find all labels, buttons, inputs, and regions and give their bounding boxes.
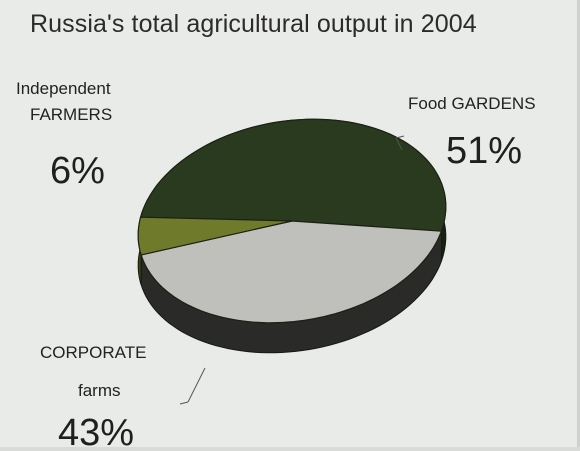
label-food-gardens: Food GARDENS bbox=[408, 94, 536, 113]
leader-line-corporate-a bbox=[187, 367, 206, 403]
leader-line-food-gardens-b bbox=[395, 135, 405, 139]
value-label-corporate: 43% bbox=[58, 412, 135, 451]
pie-slice-food-gardens bbox=[139, 118, 447, 232]
value-label-independent: 6% bbox=[50, 150, 105, 192]
pie-slice-independent bbox=[137, 216, 293, 256]
chart-title: Russia's total agricultural output in 20… bbox=[30, 10, 477, 38]
leader-lines bbox=[179, 135, 405, 405]
leader-line-food-gardens-a bbox=[395, 137, 403, 151]
value-label-food-gardens: 51% bbox=[446, 130, 523, 172]
leader-line-corporate-b bbox=[179, 401, 189, 405]
pie-group bbox=[137, 118, 447, 354]
label-corporate-line2: farms bbox=[78, 381, 121, 400]
label-independent-line1: Independent bbox=[16, 79, 111, 98]
screen-edge-bottom bbox=[0, 447, 580, 451]
label-corporate-line1: CORPORATE bbox=[40, 343, 147, 362]
pie-slice-corporate bbox=[140, 220, 443, 324]
label-independent-line2: FARMERS bbox=[30, 105, 113, 124]
screen-edge-right bbox=[577, 0, 580, 451]
